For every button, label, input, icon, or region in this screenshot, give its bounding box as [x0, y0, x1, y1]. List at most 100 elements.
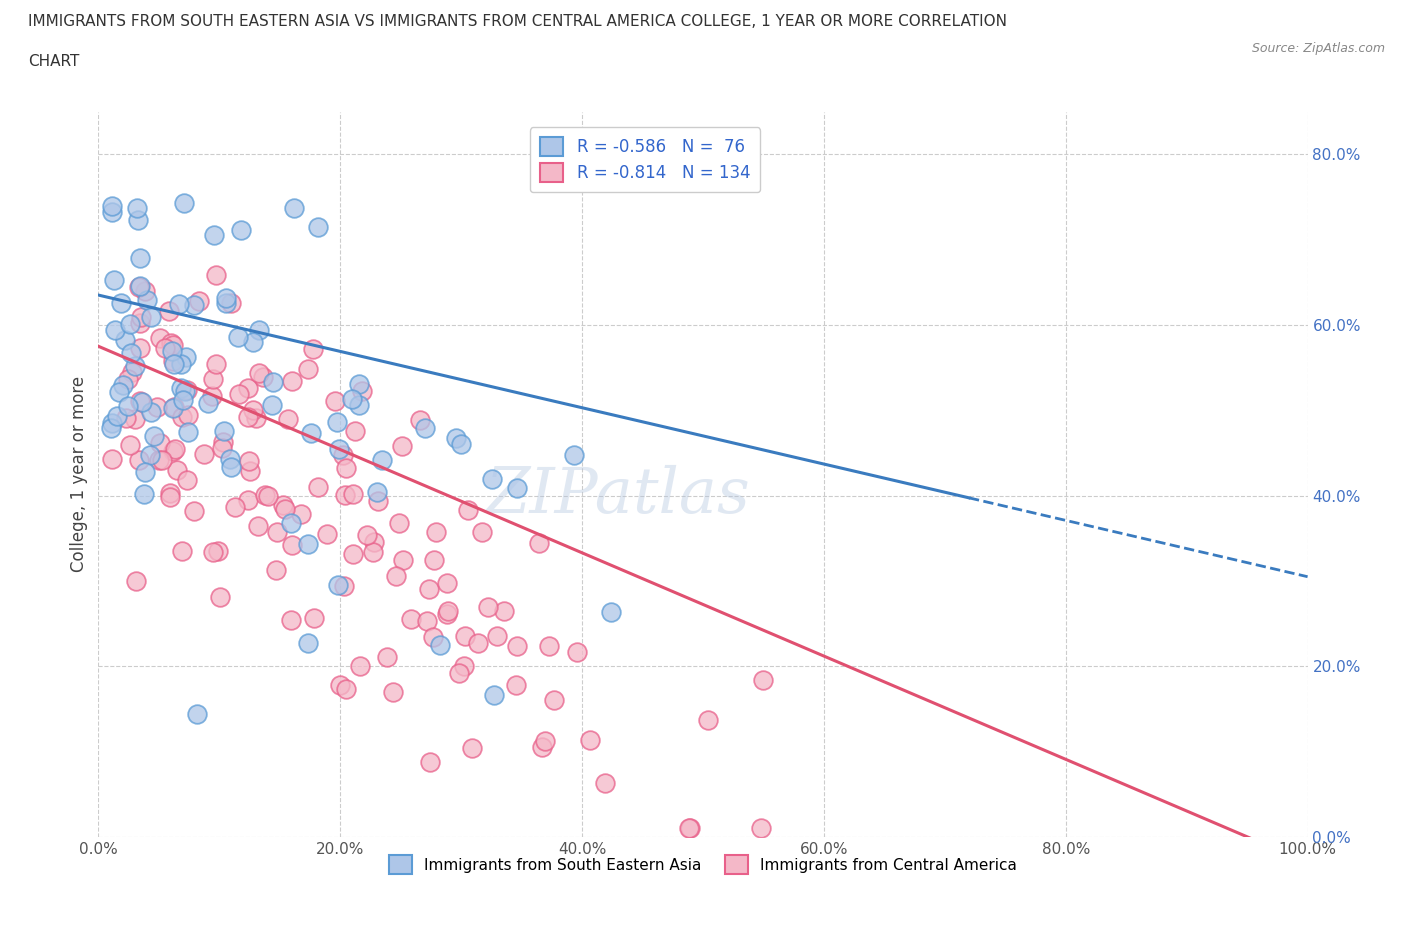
Point: [392, 552, 415, 567]
Point: [142, 429, 165, 444]
Point: [148, 453, 170, 468]
Text: CHART: CHART: [28, 54, 80, 69]
Point: [679, 821, 702, 836]
Point: [162, 338, 184, 352]
Point: [477, 600, 499, 615]
Point: [297, 537, 319, 551]
Point: [529, 536, 551, 551]
Point: [124, 359, 146, 374]
Point: [335, 488, 357, 503]
Point: [280, 612, 302, 627]
Point: [163, 356, 186, 371]
Point: [150, 453, 173, 468]
Point: [419, 755, 441, 770]
Point: [197, 395, 219, 410]
Point: [599, 604, 621, 619]
Point: [204, 268, 226, 283]
Point: [388, 516, 411, 531]
Point: [505, 677, 527, 692]
Point: [214, 296, 236, 311]
Point: [266, 525, 288, 539]
Point: [408, 413, 430, 428]
Point: [457, 503, 479, 518]
Point: [247, 323, 270, 338]
Point: [110, 295, 132, 310]
Point: [159, 485, 181, 500]
Point: [399, 612, 422, 627]
Point: [100, 420, 122, 435]
Point: [423, 553, 446, 568]
Point: [418, 581, 440, 596]
Point: [595, 776, 617, 790]
Point: [370, 453, 392, 468]
Point: [124, 412, 146, 427]
Point: [382, 684, 405, 699]
Point: [537, 638, 560, 653]
Point: [187, 294, 209, 309]
Point: [471, 525, 494, 539]
Point: [344, 424, 367, 439]
Point: [205, 357, 228, 372]
Point: [105, 408, 128, 423]
Point: [436, 606, 458, 621]
Point: [486, 629, 509, 644]
Point: [280, 515, 302, 530]
Point: [173, 383, 195, 398]
Point: [125, 574, 148, 589]
Point: [214, 424, 236, 439]
Point: [297, 635, 319, 650]
Point: [108, 385, 131, 400]
Point: [356, 527, 378, 542]
Point: [117, 399, 139, 414]
Point: [239, 464, 262, 479]
Point: [139, 405, 162, 419]
Point: [316, 527, 339, 542]
Point: [436, 576, 458, 591]
Point: [277, 411, 299, 426]
Point: [481, 472, 503, 486]
Point: [101, 205, 124, 219]
Point: [366, 485, 388, 499]
Point: [271, 497, 294, 512]
Point: [494, 604, 516, 618]
Point: [449, 666, 471, 681]
Point: [326, 415, 349, 430]
Point: [367, 493, 389, 508]
Point: [308, 480, 330, 495]
Point: [363, 535, 385, 550]
Point: [129, 250, 152, 265]
Point: [183, 298, 205, 312]
Point: [484, 687, 506, 702]
Point: [413, 421, 436, 436]
Point: [215, 291, 238, 306]
Point: [221, 460, 243, 475]
Point: [429, 638, 451, 653]
Point: [236, 493, 259, 508]
Point: [506, 481, 529, 496]
Point: [131, 394, 153, 409]
Point: [375, 650, 398, 665]
Point: [170, 543, 193, 558]
Point: [176, 383, 198, 398]
Point: [332, 447, 354, 462]
Point: [202, 372, 225, 387]
Point: [506, 638, 529, 653]
Point: [422, 630, 444, 644]
Point: [162, 444, 184, 458]
Point: [134, 465, 156, 480]
Point: [157, 303, 180, 318]
Point: [118, 437, 141, 452]
Point: [128, 278, 150, 293]
Point: [246, 518, 269, 533]
Point: [177, 425, 200, 440]
Y-axis label: College, 1 year or more: College, 1 year or more: [70, 377, 89, 572]
Point: [224, 499, 246, 514]
Text: Source: ZipAtlas.com: Source: ZipAtlas.com: [1251, 42, 1385, 55]
Point: [749, 821, 772, 836]
Point: [297, 362, 319, 377]
Point: [139, 310, 162, 325]
Point: [678, 821, 700, 836]
Point: [425, 525, 447, 539]
Point: [172, 409, 194, 424]
Point: [454, 629, 477, 644]
